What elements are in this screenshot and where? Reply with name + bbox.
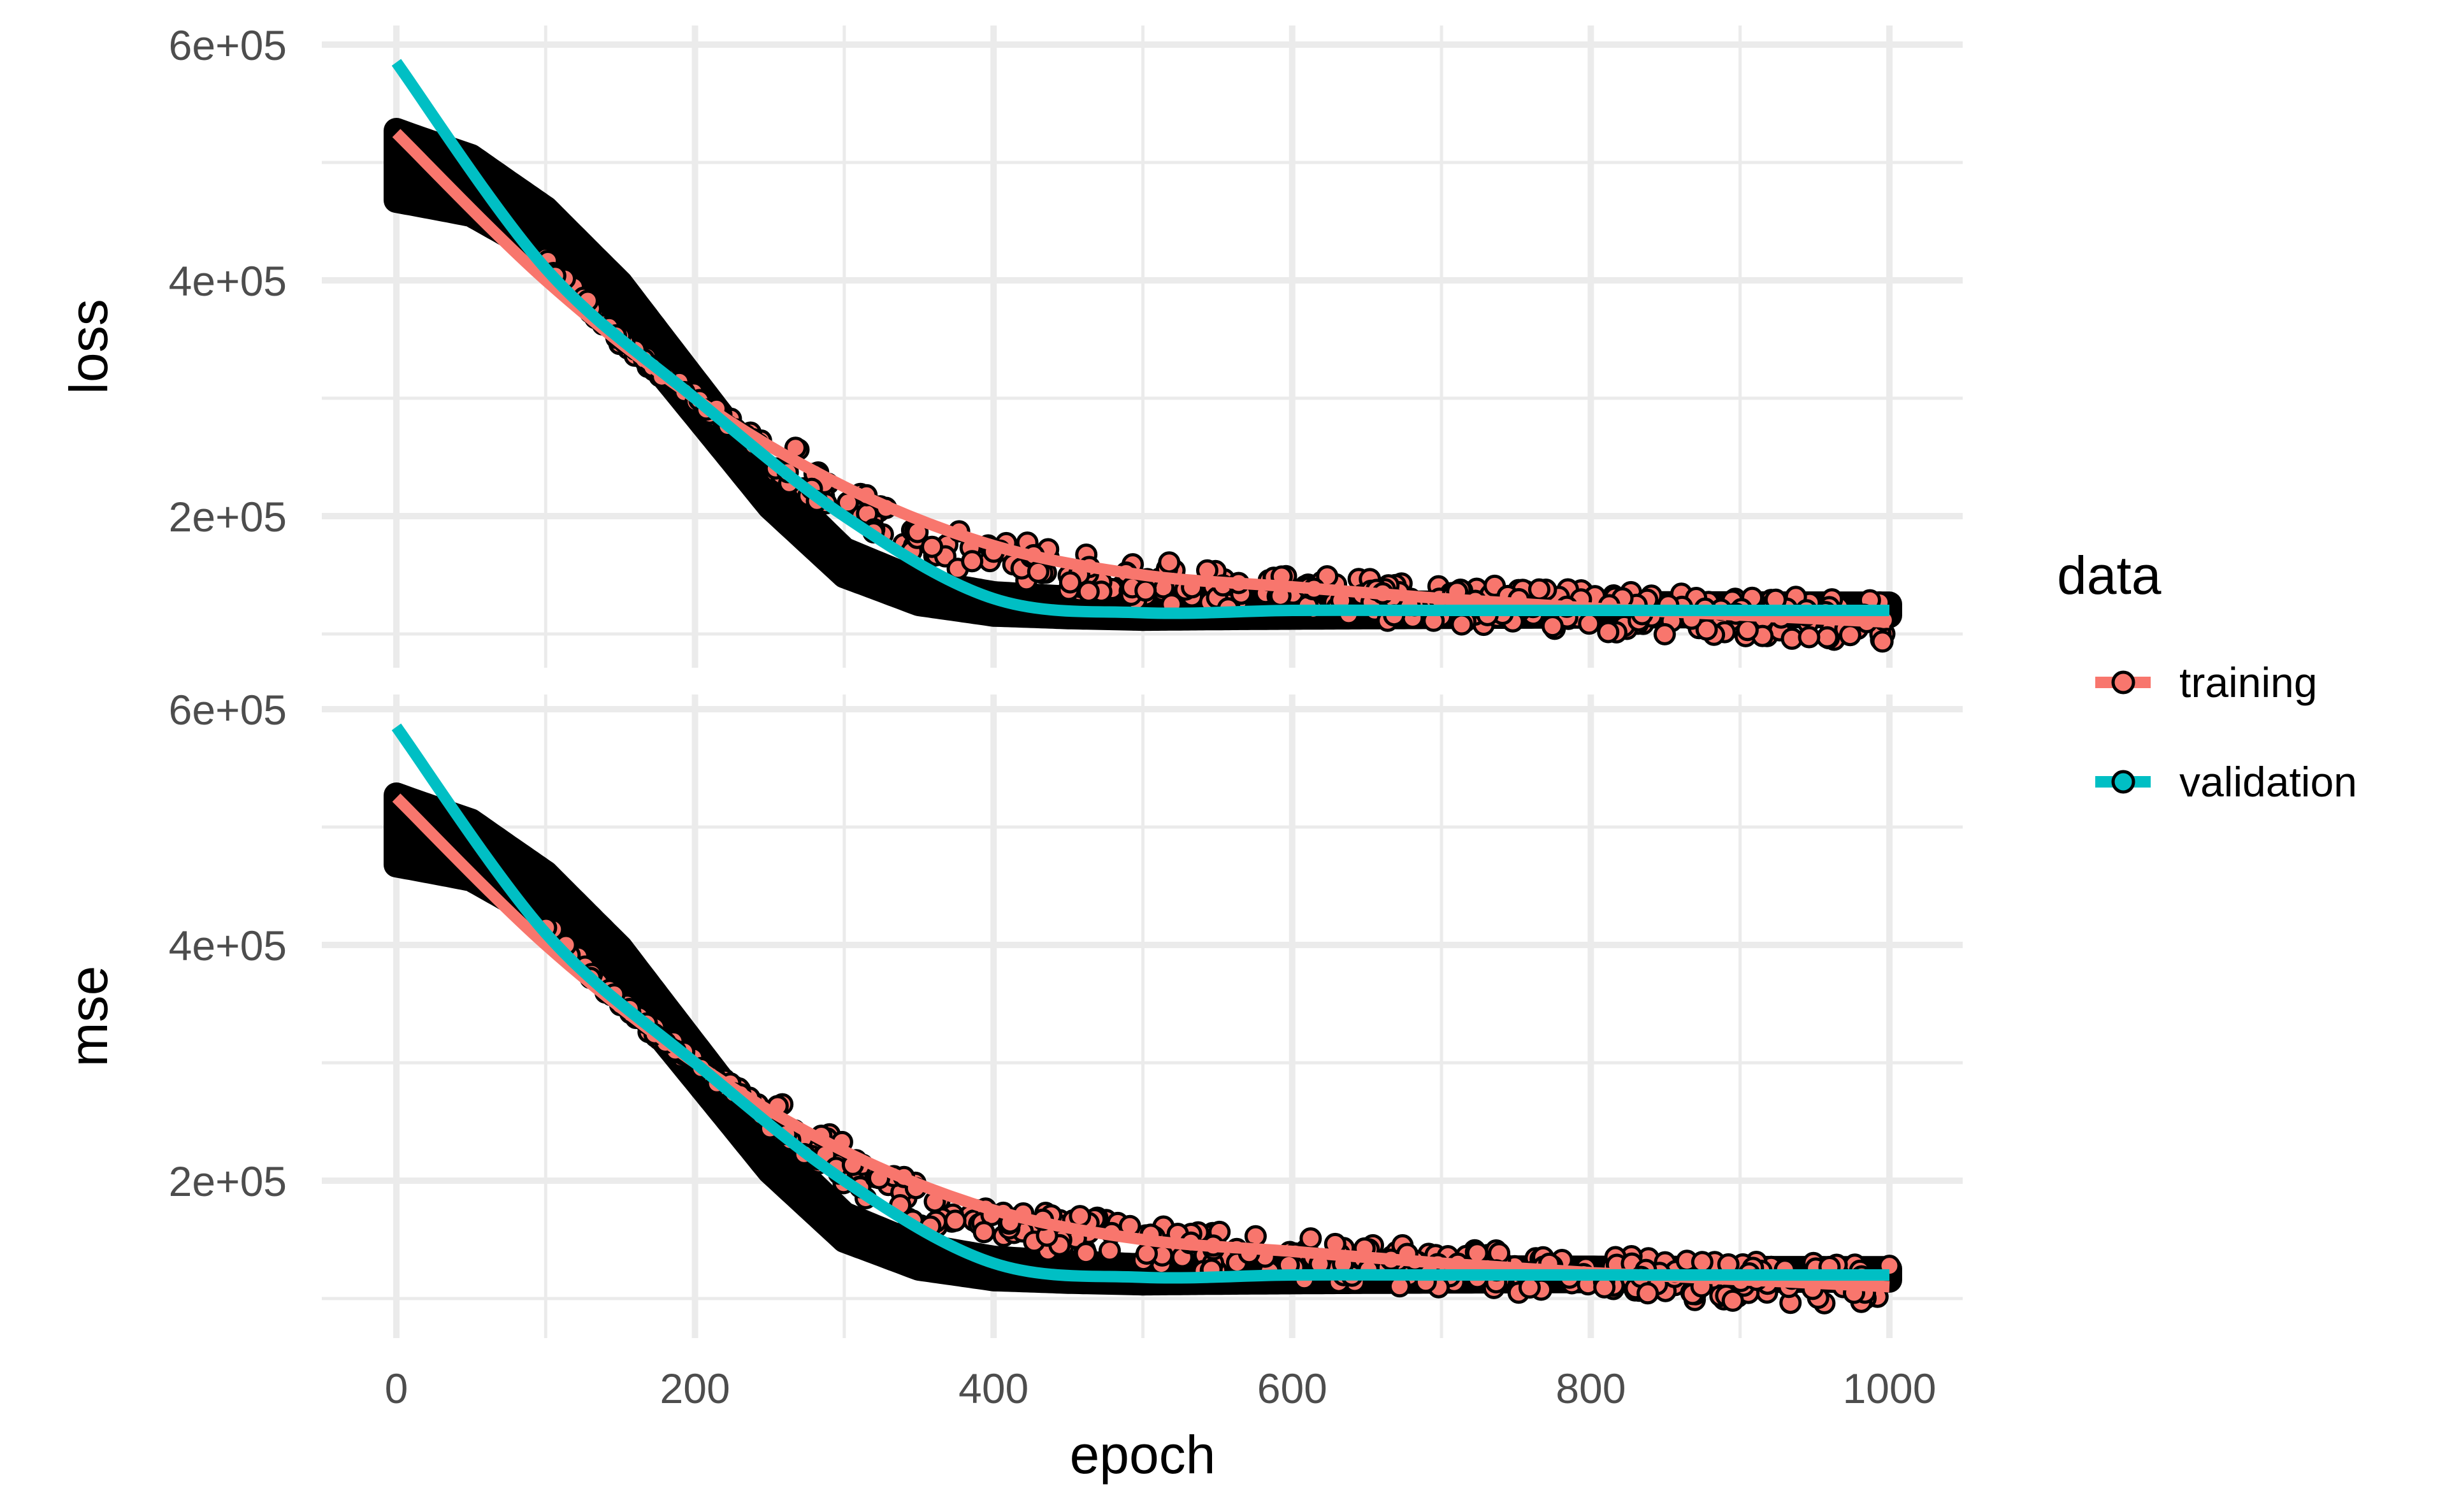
legend-title: data [2057, 545, 2162, 605]
x-tick-label: 200 [660, 1365, 730, 1412]
legend-key-point-validation [2111, 770, 2135, 794]
y-axis-title: mse [59, 966, 119, 1067]
training-point [1518, 1276, 1541, 1299]
legend-entry-validation: validation [2095, 758, 2357, 805]
legend-label-training: training [2179, 659, 2317, 706]
legend-label-validation: validation [2179, 758, 2357, 805]
training-point [1721, 1289, 1744, 1312]
training-point [1027, 560, 1050, 583]
y-axis-title: loss [59, 299, 119, 394]
training-point [1098, 1239, 1121, 1262]
training-point [1838, 624, 1861, 647]
training-point [1134, 579, 1157, 602]
x-axis: 0 200 400 600 800 1000 [385, 1365, 1937, 1412]
training-point [1528, 578, 1550, 601]
training-point [1069, 1205, 1092, 1228]
training-point [1450, 613, 1473, 636]
validation-smooth-line [391, 59, 1889, 619]
training-point [1058, 571, 1081, 594]
y-tick-label: 6e+05 [169, 686, 287, 733]
x-tick-label: 600 [1257, 1365, 1327, 1412]
training-point [1798, 626, 1821, 649]
x-tick-label: 1000 [1843, 1365, 1937, 1412]
training-point [1815, 626, 1838, 649]
legend: data training validation [2057, 545, 2357, 805]
training-point [1653, 623, 1676, 645]
legend-entry-training: training [2095, 659, 2317, 706]
y-tick-label: 2e+05 [169, 1158, 287, 1205]
training-point [1158, 551, 1181, 574]
x-tick-label: 800 [1556, 1365, 1626, 1412]
training-point [921, 535, 944, 558]
training-point [1695, 618, 1718, 641]
training-point [1636, 1282, 1659, 1305]
training-point [1541, 615, 1564, 638]
panel-loss: 2e+05 4e+05 6e+05 loss [59, 22, 1963, 668]
training-point [1136, 1242, 1158, 1265]
legend-key-point-training [2111, 670, 2135, 695]
validation-smooth-line [391, 723, 1889, 1284]
x-axis-title: epoch [1070, 1425, 1216, 1485]
y-tick-label: 4e+05 [169, 922, 287, 969]
training-point [1871, 630, 1894, 653]
training-point [972, 1221, 995, 1244]
training-point [1077, 580, 1100, 603]
training-point [1578, 612, 1601, 635]
y-tick-label: 6e+05 [169, 22, 287, 69]
training-point [944, 1209, 967, 1232]
y-tick-label: 2e+05 [169, 493, 287, 540]
training-point [961, 550, 984, 573]
panel-mse: 2e+05 4e+05 6e+05 mse [59, 686, 1963, 1338]
y-tick-label: 4e+05 [169, 257, 287, 305]
x-tick-label: 400 [958, 1365, 1029, 1412]
training-point [1597, 621, 1620, 644]
training-point [1691, 1251, 1714, 1274]
x-tick-label: 0 [385, 1365, 408, 1412]
training-point [1074, 1242, 1097, 1265]
training-point [1299, 1227, 1322, 1250]
